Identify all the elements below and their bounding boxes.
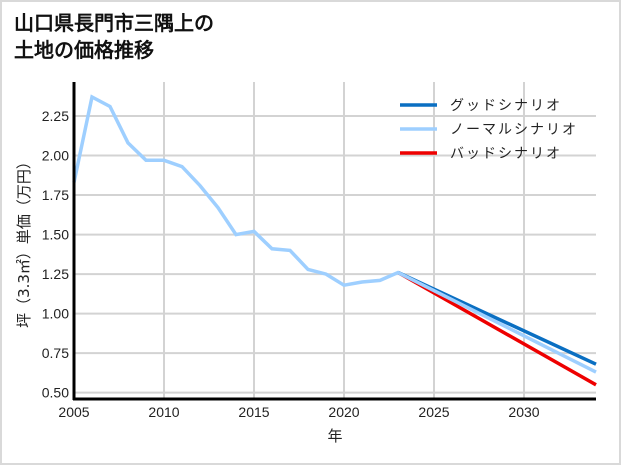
y-tick-label: 2.25 — [42, 108, 69, 124]
x-tick-label: 2015 — [238, 404, 269, 420]
x-tick-label: 2030 — [508, 404, 539, 420]
legend-label: バッドシナリオ — [450, 146, 562, 162]
x-tick-label: 2025 — [418, 404, 449, 420]
y-tick-label: 1.00 — [42, 306, 69, 322]
y-tick-label: 0.75 — [42, 345, 69, 361]
x-tick-labels: 2005 2010 2015 2020 2025 2030 — [58, 404, 539, 420]
legend-label: グッドシナリオ — [450, 98, 562, 114]
gridlines — [73, 82, 596, 399]
x-axis-label: 年 — [327, 427, 342, 445]
series-line-2 — [397, 270, 597, 387]
y-axis-label: 坪（3.3㎡）単価（万円） — [15, 154, 33, 328]
legend-label: ノーマルシナリオ — [450, 122, 578, 138]
chart-title-line-2: 土地の価格推移 — [14, 38, 154, 62]
x-tick-label: 2020 — [328, 404, 359, 420]
series-line-1 — [72, 94, 597, 374]
y-tick-label: 1.50 — [42, 227, 69, 243]
axes — [72, 82, 596, 401]
chart-title-line-1: 山口県長門市三隅上の — [14, 11, 214, 35]
y-tick-label: 1.25 — [42, 266, 69, 282]
chart-title: 山口県長門市三隅上の 土地の価格推移 — [14, 10, 214, 64]
y-tick-labels: 0.50 0.75 1.00 1.25 1.50 1.75 2.00 2.25 — [42, 108, 69, 401]
x-tick-label: 2010 — [148, 404, 179, 420]
y-tick-label: 0.50 — [42, 385, 69, 401]
series-lines — [72, 94, 597, 387]
x-tick-label: 2005 — [58, 404, 89, 420]
y-tick-label: 1.75 — [42, 187, 69, 203]
y-tick-label: 2.00 — [42, 148, 69, 164]
